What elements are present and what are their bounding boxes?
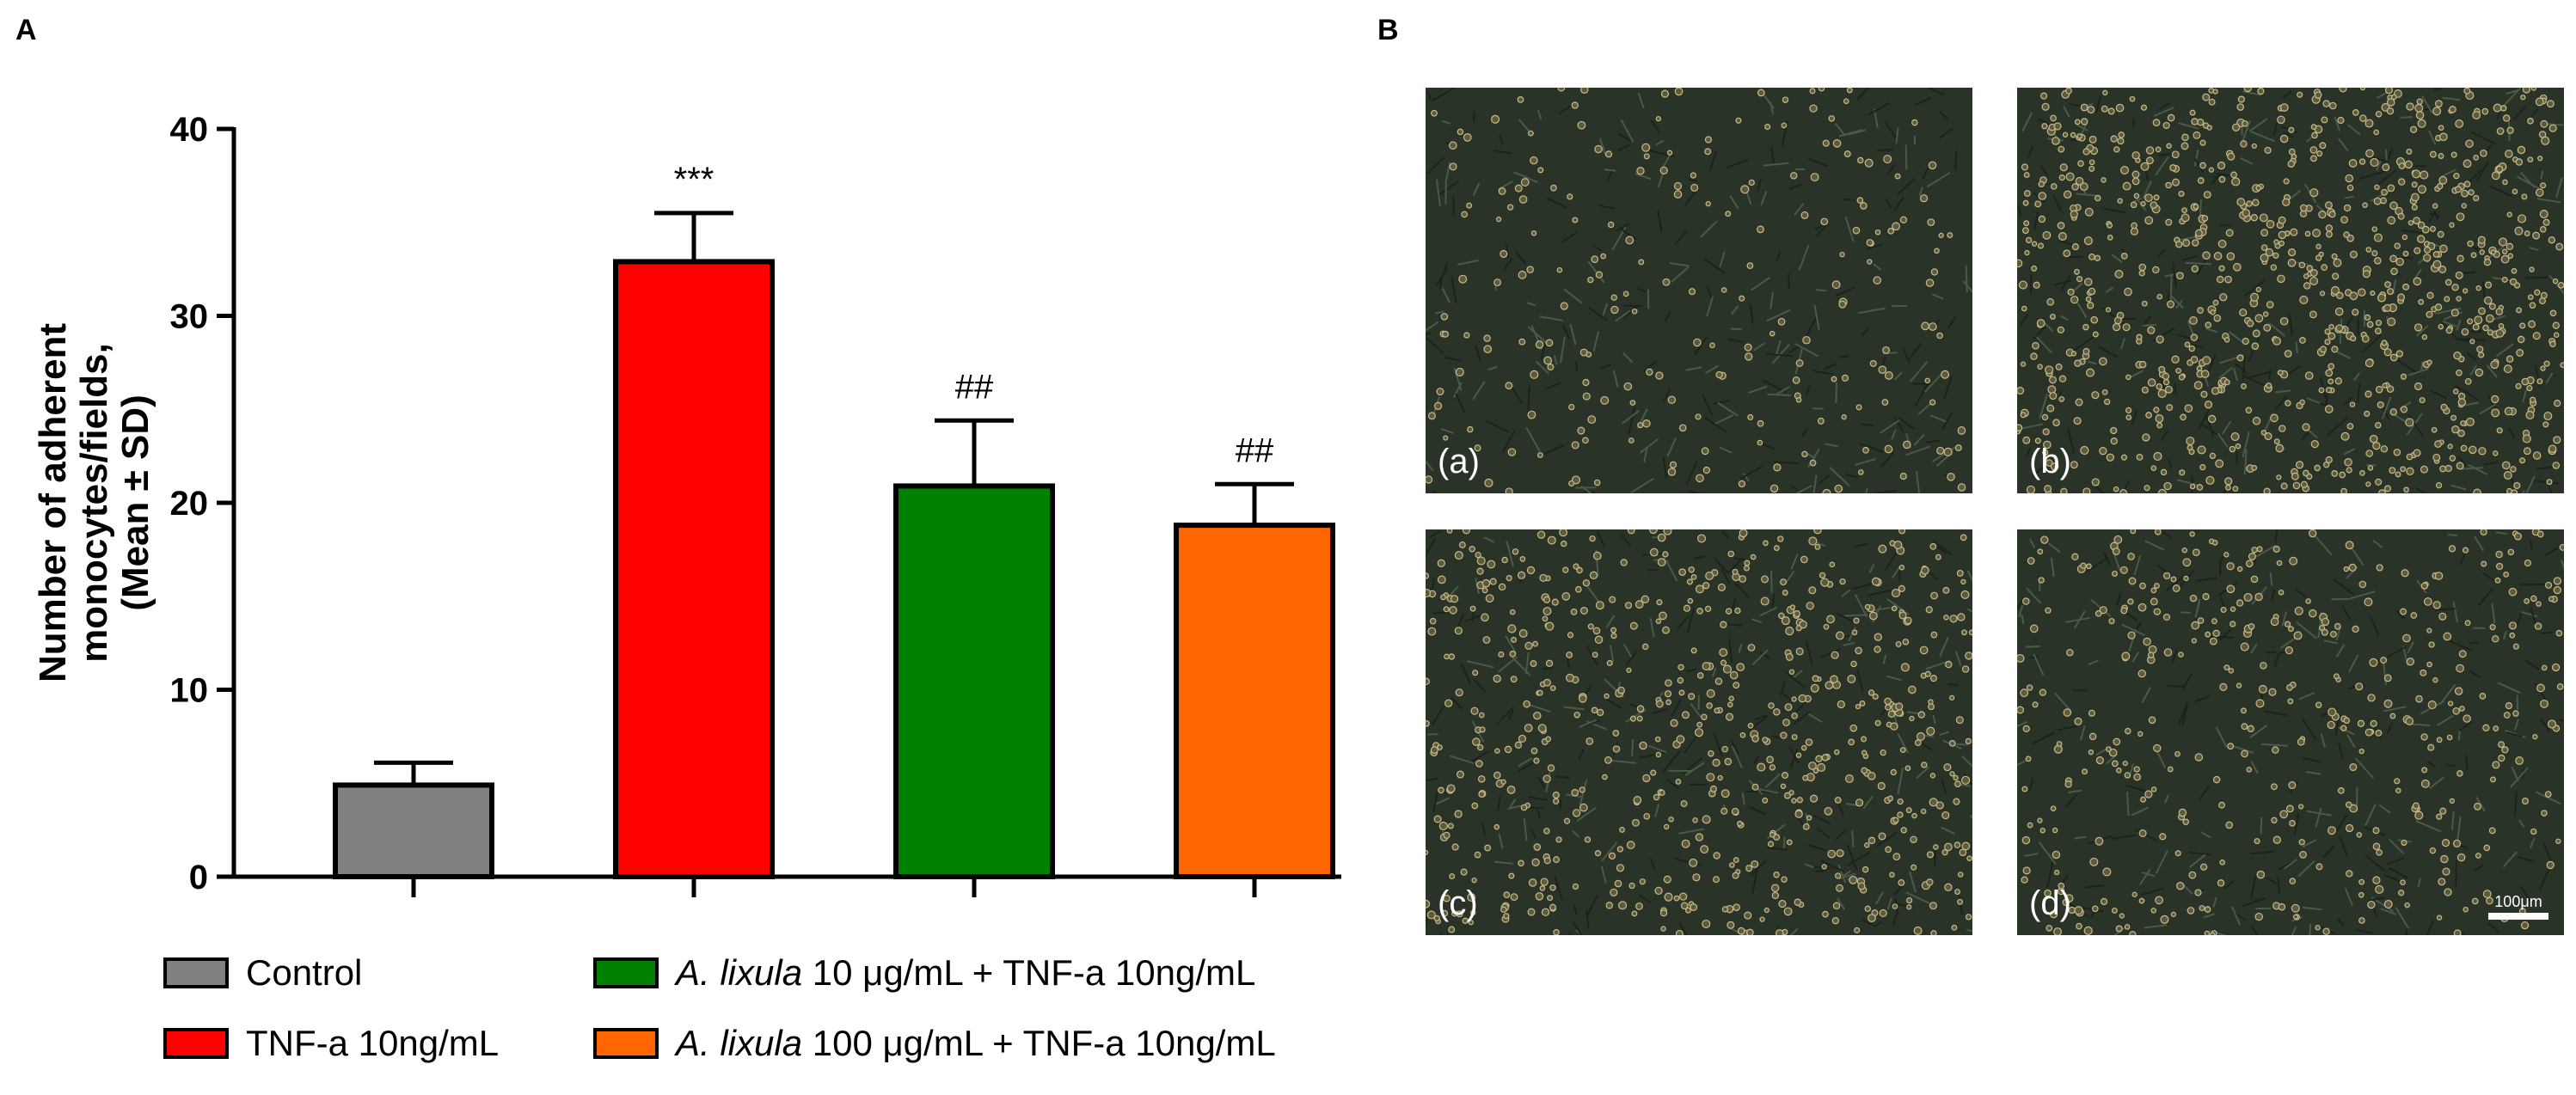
- bar: [1174, 523, 1335, 879]
- y-axis-label: Number of adherent monocytes/fields, (Mean…: [32, 323, 156, 682]
- bar: [613, 259, 775, 879]
- legend-item-control: Control: [163, 952, 362, 994]
- scale-bar-label: 100μm: [2494, 893, 2542, 910]
- significance-label: ***: [674, 161, 715, 199]
- legend-label-tnf: TNF-a 10ng/mL: [246, 1023, 500, 1063]
- legend-item-lixula-100: A. lixula 100 μg/mL + TNF-a 10ng/mL: [593, 1023, 1276, 1064]
- bars-group: *** ## ##: [333, 161, 1335, 897]
- panel-b-label: B: [1377, 14, 1399, 46]
- micrograph-d-label: (d): [2029, 884, 2071, 922]
- legend-swatch-tnf: [163, 1028, 229, 1059]
- micrograph-d: (d) 100μm: [2017, 529, 2564, 935]
- legend-label-lixula-100: 100 μg/mL + TNF-a 10ng/mL: [802, 1023, 1276, 1063]
- chart-legend: Control TNF-a 10ng/mL A. lixula 10 μg/mL…: [163, 952, 1453, 1081]
- legend-italic-lixula-100: A. lixula: [676, 1023, 803, 1063]
- y-axis-label-line: (Mean ± SD): [114, 395, 156, 611]
- legend-item-lixula-10: A. lixula 10 μg/mL + TNF-a 10ng/mL: [593, 952, 1255, 994]
- micrograph-a-label: (a): [1438, 443, 1480, 480]
- y-tick-label: 40: [170, 111, 209, 149]
- significance-label: ##: [955, 368, 994, 406]
- y-axis-label-line: monocytes/fields,: [73, 343, 115, 663]
- micrograph-b-label: (b): [2029, 443, 2071, 480]
- scale-bar: 100μm: [2488, 893, 2548, 920]
- legend-italic-lixula-10: A. lixula: [676, 952, 803, 993]
- legend-swatch-lixula-10: [593, 957, 659, 988]
- bar: [893, 483, 1055, 879]
- legend-swatch-control: [163, 957, 229, 988]
- bar-chart: Number of adherent monocytes/fields, (Mean…: [32, 111, 1341, 897]
- y-tick-label: 30: [170, 298, 209, 336]
- y-tick-label: 10: [170, 672, 209, 710]
- micrograph-a: (a): [1426, 88, 1972, 493]
- legend-label-control: Control: [246, 952, 363, 993]
- micrograph-c-label: (c): [1438, 884, 1478, 922]
- panel-a-label: A: [15, 14, 37, 46]
- micrograph-c: (c): [1426, 529, 1972, 935]
- y-tick-label: 20: [170, 485, 209, 523]
- scale-bar-line: [2488, 913, 2548, 920]
- significance-label: ##: [1236, 431, 1274, 469]
- legend-item-tnf: TNF-a 10ng/mL: [163, 1023, 499, 1064]
- micrograph-b: (b): [2017, 88, 2564, 493]
- y-axis-label-line: Number of adherent: [32, 323, 74, 682]
- legend-label-lixula-10: 10 μg/mL + TNF-a 10ng/mL: [802, 952, 1256, 993]
- y-tick-label: 0: [189, 859, 208, 896]
- legend-swatch-lixula-100: [593, 1028, 659, 1059]
- bar: [333, 782, 494, 879]
